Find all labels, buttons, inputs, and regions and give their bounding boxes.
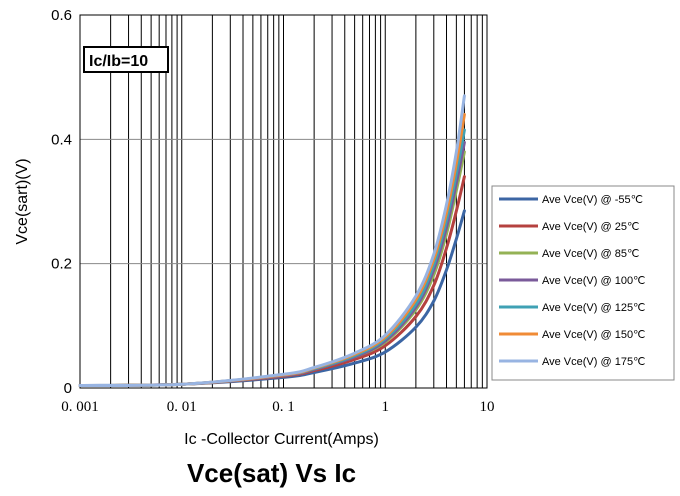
x-tick-label: 0. 001: [61, 399, 99, 415]
annotation-box: Ic/Ib=10: [83, 46, 169, 73]
y-tick-label: 0: [64, 380, 72, 397]
x-tick-label: 0. 1: [272, 399, 295, 415]
legend-label-3: Ave Vce(V) @ 100℃: [542, 275, 645, 287]
series-line-4: [78, 128, 466, 387]
chart-title: Vce(sat) Vs Ic: [187, 458, 356, 488]
x-tick-label: 10: [480, 399, 495, 415]
y-tick-label: 0.6: [51, 7, 72, 24]
y-tick-label: 0.4: [51, 131, 72, 148]
x-axis-label: Ic -Collector Current(Amps): [184, 431, 379, 448]
y-axis-ticks: 0 0.2 0.4 0.6: [51, 7, 72, 397]
legend-frame: [491, 185, 675, 381]
legend: Ave Vce(V) @ -55℃ Ave Vce(V) @ 25℃ Ave Vce…: [491, 185, 675, 381]
y-tick-label: 0.2: [51, 256, 72, 273]
y-axis-label: Vce(sart)(V): [14, 158, 31, 244]
legend-label-4: Ave Vce(V) @ 125℃: [542, 302, 645, 314]
series-layer: [78, 94, 466, 388]
annotation-frame: [83, 46, 169, 73]
legend-label-0: Ave Vce(V) @ -55℃: [542, 194, 643, 206]
series-line-2: [78, 150, 466, 387]
plot-frame: [79, 14, 488, 389]
series-line-1: [78, 175, 466, 387]
legend-label-6: Ave Vce(V) @ 175℃: [542, 356, 645, 368]
grid: [79, 14, 487, 389]
series-line-6: [78, 94, 466, 388]
series-line-0: [78, 209, 466, 387]
x-tick-label: 0. 01: [167, 399, 197, 415]
x-axis-ticks: 0. 001 0. 01 0. 1 1 10: [61, 399, 494, 415]
annotation-text: Ic/Ib=10: [89, 53, 148, 70]
legend-label-5: Ave Vce(V) @ 150℃: [542, 329, 645, 341]
legend-label-1: Ave Vce(V) @ 25℃: [542, 221, 639, 233]
series-line-5: [78, 113, 466, 387]
legend-label-2: Ave Vce(V) @ 85℃: [542, 248, 639, 260]
x-tick-label: 1: [382, 399, 390, 415]
